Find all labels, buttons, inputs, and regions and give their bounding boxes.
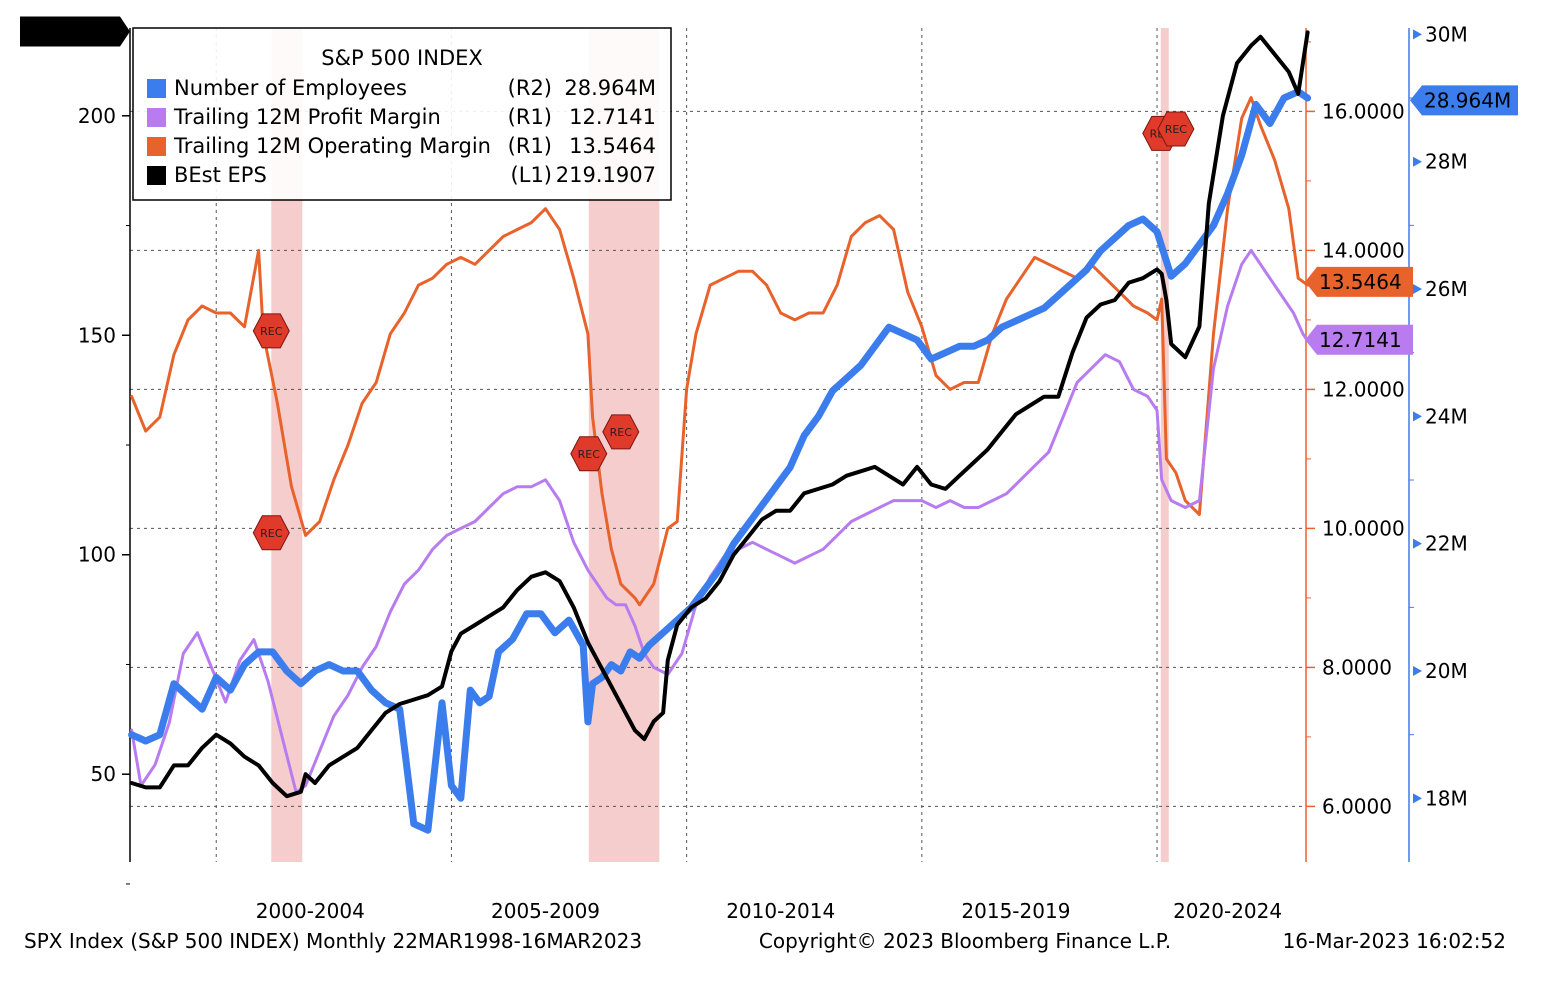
axis-left-label-1: 100	[78, 543, 116, 567]
tag-eps-text: 219.1907	[21, 20, 116, 44]
axis-r2-tick-2	[1413, 538, 1422, 549]
axis-x-label-3: 2015-2019	[961, 899, 1070, 923]
rec-marker-shape-2	[570, 436, 608, 472]
legend-swatch-0	[147, 79, 166, 98]
axis-r2-label-0: 18M	[1425, 786, 1468, 810]
legend-swatch-3	[147, 166, 166, 185]
tag-eps-shape	[20, 16, 130, 47]
axis-r1-label-3: 12.0000	[1322, 377, 1405, 401]
legend-swatch-1	[147, 108, 166, 127]
legend-axis-1: (R1)	[508, 105, 552, 129]
axis-x-label-0: 2000-2004	[256, 899, 365, 923]
tag-eps: 219.1907	[20, 16, 130, 47]
axis-x-label-2: 2010-2014	[726, 899, 835, 923]
legend-items: Number of Employees (R2) 28.964M Trailing 1…	[147, 76, 656, 187]
axis-r2-label-4: 26M	[1425, 277, 1468, 301]
tag-employees: 28.964M	[1410, 85, 1518, 116]
series-line-1	[130, 248, 1310, 794]
legend-value-0: 28.964M	[564, 76, 656, 100]
axis-r2-label-2: 22M	[1425, 532, 1468, 556]
tag-operating-margin: 13.5464	[1305, 266, 1413, 297]
rec-marker-2: REC	[570, 436, 608, 472]
axis-x-label-1: 2005-2009	[491, 899, 600, 923]
rec-marker-shape-0	[252, 313, 290, 349]
rec-marker-shape-5	[1157, 111, 1195, 147]
axis-r2-tick-3	[1413, 411, 1422, 422]
axis-r2-label-3: 24M	[1425, 404, 1468, 428]
tag-operating-margin-shape	[1305, 266, 1413, 297]
legend-value-3: 219.1907	[556, 163, 656, 187]
rec-marker-label-1: REC	[260, 527, 283, 540]
axis-r1-label-5: 16.0000	[1322, 99, 1405, 123]
legend-axis-2: (R1)	[508, 134, 552, 158]
axis-r1-label-1: 8.0000	[1322, 655, 1392, 679]
legend: S&P 500 INDEX Number of Employees (R2) 28.…	[132, 27, 672, 201]
legend-axis-3: (L1)	[511, 163, 552, 187]
tag-employees-shape	[1410, 85, 1518, 116]
rec-marker-0: REC	[252, 313, 290, 349]
axis-x-label-4: 2020-2024	[1173, 899, 1282, 923]
last-value-tags: 28.964M 13.5464 12.7141 219.1907	[20, 16, 1518, 355]
axis-r2-tick-1	[1413, 666, 1422, 677]
axis-r1-label-0: 6.0000	[1322, 794, 1392, 818]
rec-marker-label-2: REC	[578, 448, 601, 461]
axis-r2-tick-0	[1413, 793, 1422, 804]
legend-name-2: Trailing 12M Operating Margin	[173, 134, 491, 158]
axis-left-label-0: 50	[91, 762, 116, 786]
footer-copyright: Copyright© 2023 Bloomberg Finance L.P.	[759, 929, 1171, 953]
tag-operating-margin-text: 13.5464	[1319, 270, 1402, 294]
legend-name-0: Number of Employees	[174, 76, 407, 100]
axis-left-label-3: 200	[78, 104, 116, 128]
axis-left-label-2: 150	[78, 323, 116, 347]
tag-profit-margin-shape	[1305, 324, 1413, 355]
axes: 50 100 150 200 6.0000 8.0000 10.0000 12.0000 14.…	[78, 22, 1468, 923]
footer-timestamp: 16-Mar-2023 16:02:52	[1283, 929, 1506, 953]
series-line-2	[128, 88, 1312, 834]
legend-title: S&P 500 INDEX	[321, 46, 483, 70]
rec-marker-label-3: REC	[610, 426, 633, 439]
footer-source: SPX Index (S&P 500 INDEX) Monthly 22MAR1…	[24, 929, 642, 953]
legend-name-3: BEst EPS	[174, 163, 267, 187]
rec-marker-3: REC	[602, 414, 640, 450]
rec-marker-5: REC	[1157, 111, 1195, 147]
legend-axis-0: (R2)	[508, 76, 552, 100]
series-line-0	[130, 96, 1310, 607]
series-line-3	[129, 30, 1310, 799]
axis-r1-label-2: 10.0000	[1322, 516, 1405, 540]
legend-value-1: 12.7141	[569, 105, 656, 129]
rec-marker-label-0: REC	[260, 325, 283, 338]
rec-marker-1: REC	[252, 515, 290, 551]
legend-name-1: Trailing 12M Profit Margin	[173, 105, 441, 129]
axis-r2-label-5: 28M	[1425, 150, 1468, 174]
axis-r2-label-1: 20M	[1425, 659, 1468, 683]
recession-markers: RECRECRECRECRECREC	[252, 111, 1195, 551]
axis-r2-tick-6	[1413, 29, 1422, 40]
tag-employees-text: 28.964M	[1424, 88, 1511, 112]
legend-box	[132, 27, 672, 201]
rec-marker-shape-3	[602, 414, 640, 450]
tag-profit-margin: 12.7141	[1305, 324, 1413, 355]
rec-marker-label-5: REC	[1165, 123, 1188, 136]
axis-r2-tick-4	[1413, 284, 1422, 295]
legend-value-2: 13.5464	[569, 134, 656, 158]
series-lines	[128, 30, 1312, 834]
axis-r1-label-4: 14.0000	[1322, 238, 1405, 262]
axis-r2-label-6: 30M	[1425, 22, 1468, 46]
tag-profit-margin-text: 12.7141	[1319, 328, 1402, 352]
legend-swatch-2	[147, 137, 166, 156]
axis-r2-tick-5	[1413, 156, 1422, 167]
rec-marker-shape-1	[252, 515, 290, 551]
